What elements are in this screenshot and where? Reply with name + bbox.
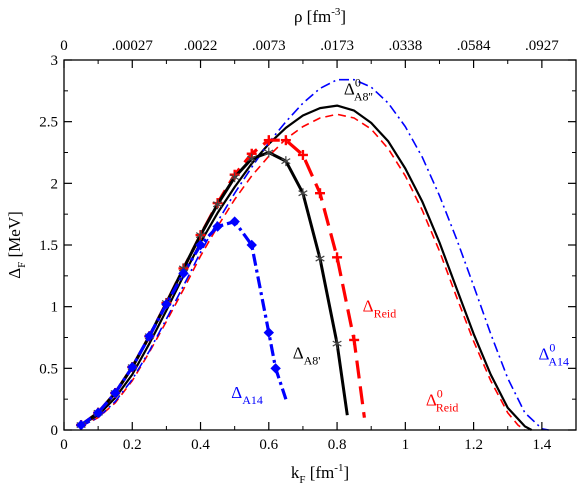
top-tick-label: .0073 [252,38,286,54]
top-tick-label: .0338 [388,38,422,54]
top-axis-title: ρ [fm-3] [294,6,346,26]
marker-a14-9 [229,216,240,227]
series-line-a14 [80,220,288,427]
marker-a14-5 [161,298,172,310]
marker-a8-10 [247,153,257,164]
marker-a14-3 [127,361,138,373]
top-tick-label: .0022 [184,38,218,54]
marker-a8-14 [315,253,325,264]
series-line-0-a14 [80,78,549,431]
annotation-a8p: ΔA8' [293,343,321,367]
y-tick-label: 1.5 [39,238,58,254]
marker-reid-13 [297,149,308,160]
marker-reid-11 [263,135,274,146]
marker-a8-8 [212,199,223,210]
y-tick-label: 0.5 [39,361,58,377]
x-tick-label: 1.4 [532,437,551,453]
marker-layer [75,135,360,431]
marker-a8-9 [230,172,240,183]
x-tick-label: 0.6 [259,437,278,453]
marker-a8-12 [281,156,291,167]
top-tick-label: 0 [60,38,68,54]
y-tick-label: 0 [51,423,59,439]
marker-a8-7 [195,230,206,241]
y-tick-label: 3 [51,53,59,69]
marker-a14-6 [178,268,189,279]
axis-layer: 000.2.000270.4.00220.6.00730.8.01731.033… [5,6,577,486]
marker-a14-4 [144,331,155,342]
annotation-reid: ΔReid [363,297,397,321]
x-tick-label: 0.8 [328,437,347,453]
annotation-layer: Δ0 A8'' ΔReid ΔA8' ΔA14 Δ0 A14 Δ0 Reid [231,76,569,415]
marker-a8-11 [264,147,274,158]
y-tick-label: 2 [51,176,59,192]
marker-reid-14 [315,188,325,199]
x-tick-label: 1.2 [464,437,483,453]
y-tick-label: 1 [51,300,59,316]
marker-reid-15 [332,252,343,263]
annotation-a14_0: Δ0 A14 [538,341,569,369]
x-tick-label: 1 [402,437,410,453]
marker-a8-15 [332,338,342,349]
top-tick-label: .0927 [525,38,559,54]
top-tick-label: .00027 [112,38,154,54]
top-tick-label: .0173 [320,38,354,54]
marker-a14-12 [270,363,281,374]
marker-a14-7 [195,239,206,251]
x-axis-title: kF [fm-1] [291,462,349,486]
x-tick-label: 0.2 [123,437,142,453]
marker-a8-13 [298,188,308,199]
annotation-reid_0: Δ0 Reid [426,386,459,414]
x-tick-label: 0 [60,437,68,453]
marker-a14-11 [263,327,275,338]
top-tick-label: .0584 [457,38,491,54]
y-tick-label: 2.5 [39,115,58,131]
marker-reid-12 [280,135,291,146]
y-axis-title: ΔF [MeV] [5,211,28,279]
marker-a14-1 [92,407,104,418]
series-layer [80,78,549,431]
plot-frame [63,59,577,431]
annotation-a14: ΔA14 [231,383,263,407]
x-tick-label: 0.4 [191,437,210,453]
series-line-0-reid [80,113,526,431]
marker-reid-16 [349,334,360,345]
marker-a14-2 [109,387,121,399]
annotation-a8pp: Δ0 A8'' [344,76,373,104]
marker-a14-10 [246,239,257,251]
series-line-0-a8 [80,104,533,431]
marker-a14-8 [212,221,223,232]
